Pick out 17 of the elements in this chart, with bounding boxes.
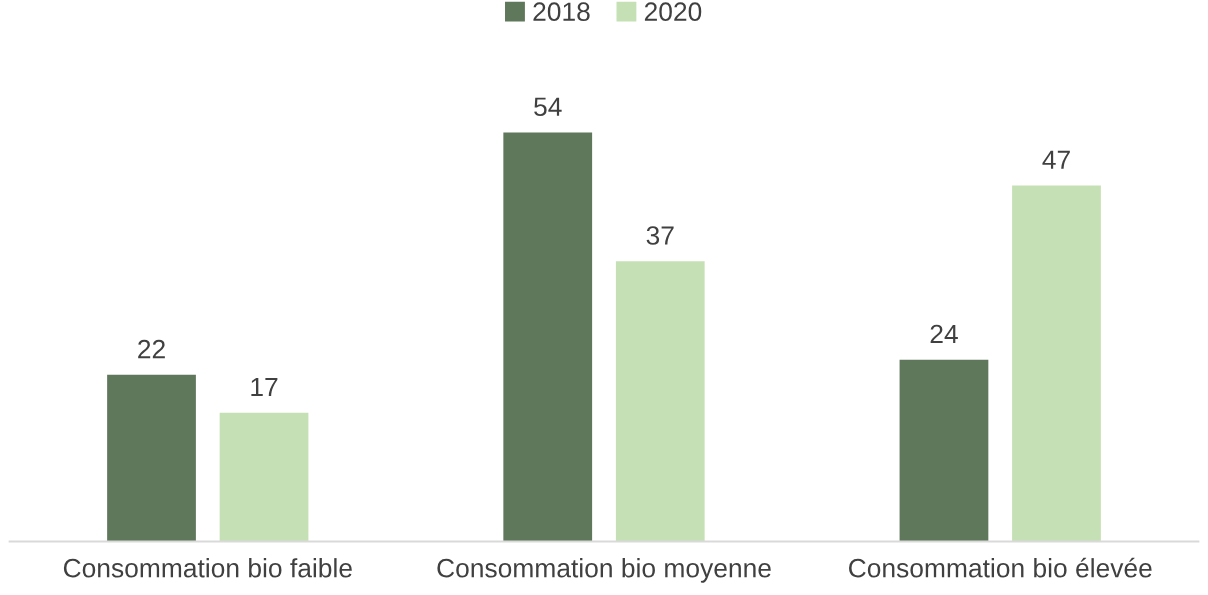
data-label: 47 bbox=[1042, 150, 1070, 169]
bar bbox=[503, 132, 593, 542]
bar bbox=[615, 261, 705, 542]
data-label: 54 bbox=[534, 97, 562, 117]
bar bbox=[899, 359, 989, 542]
x-tick-label: Consommation bio élevée bbox=[849, 557, 1152, 578]
data-label: 37 bbox=[646, 226, 674, 245]
x-tick-label: Consommation bio faible bbox=[63, 558, 352, 578]
data-label: 24 bbox=[930, 324, 958, 344]
bar bbox=[107, 374, 196, 542]
bar bbox=[1012, 185, 1101, 542]
data-label: 17 bbox=[251, 377, 278, 397]
legend-label: 2018 bbox=[533, 2, 590, 22]
data-label: 22 bbox=[138, 339, 165, 359]
x-tick-label: Consommation bio moyenne bbox=[437, 558, 771, 583]
bar bbox=[219, 412, 309, 542]
legend-label: 2020 bbox=[644, 2, 702, 22]
